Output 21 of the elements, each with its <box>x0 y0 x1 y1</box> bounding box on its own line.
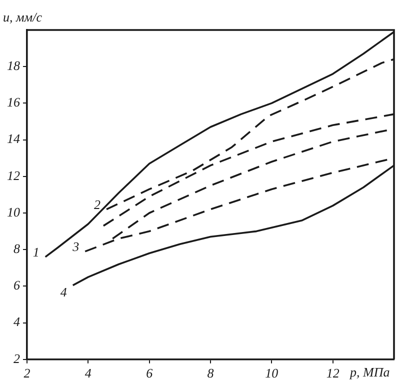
y-tick-label: 18 <box>7 58 20 74</box>
y-tick-label: 8 <box>14 241 20 256</box>
y-tick-label: 10 <box>7 204 20 220</box>
series-label: 4 <box>60 284 68 300</box>
x-tick-label: 4 <box>84 366 92 381</box>
y-tick-label: 4 <box>14 314 20 330</box>
x-axis-title: p, МПа <box>349 364 390 380</box>
y-tick-label: 6 <box>14 278 20 293</box>
x-tick-label: 2 <box>24 366 31 381</box>
series-label: 3 <box>72 238 80 254</box>
x-tick-label: 12 <box>326 366 340 381</box>
y-tick-label: 16 <box>7 94 20 110</box>
y-tick-label: 12 <box>7 168 20 183</box>
x-tick-label: 6 <box>146 366 154 381</box>
y-axis-title: u, мм/с <box>3 9 42 24</box>
x-tick-label: 10 <box>265 366 279 381</box>
series-label: 2 <box>94 196 102 212</box>
x-tick-label: 8 <box>207 366 214 381</box>
y-tick-label: 14 <box>7 131 20 146</box>
y-tick-label: 2 <box>14 350 20 366</box>
series-label: 1 <box>32 244 40 260</box>
